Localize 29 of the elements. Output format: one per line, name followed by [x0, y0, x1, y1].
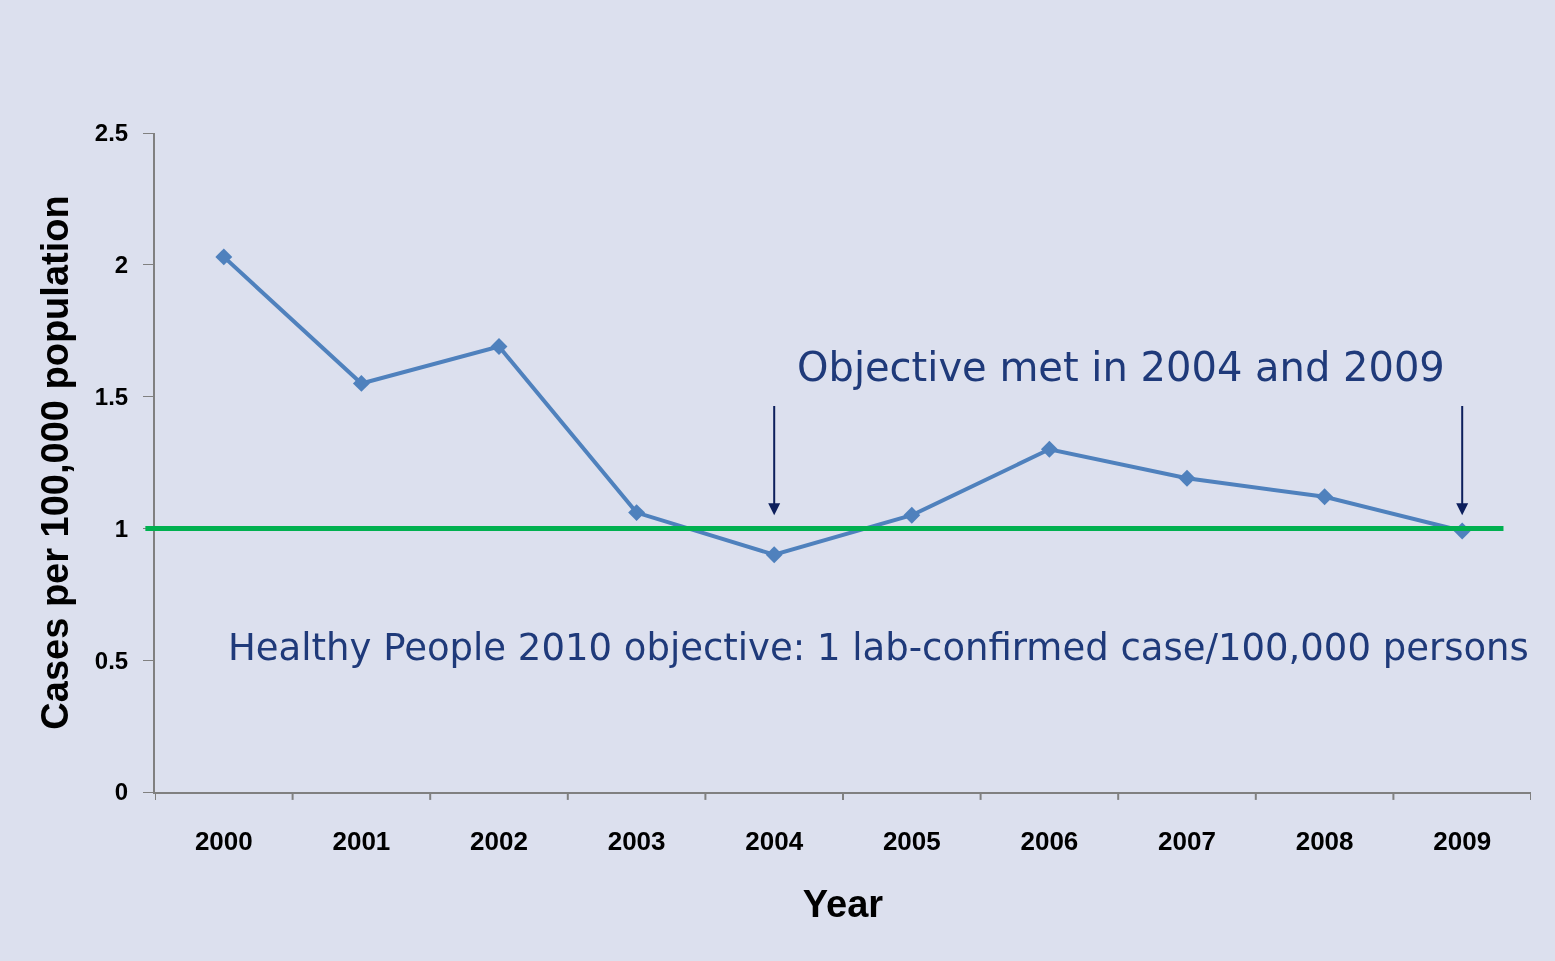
x-tick-label: 2000 — [194, 826, 253, 857]
y-tick-label: 1 — [114, 514, 129, 542]
x-tick-label: 2007 — [1158, 826, 1216, 857]
x-tick-label: 2001 — [332, 826, 391, 857]
annotation: Objective met in 2004 and 2009 — [797, 344, 1445, 390]
point — [903, 506, 921, 524]
point — [1316, 488, 1334, 506]
y-tick-label: 2.5 — [94, 119, 129, 147]
x-tick-label: 2003 — [607, 826, 666, 857]
point — [352, 374, 370, 392]
x-tick-label: 2009 — [1433, 826, 1492, 857]
x-tick-label: 2008 — [1295, 826, 1354, 857]
y-axis-title: Cases per 100,000 population — [34, 195, 76, 730]
y-tick-label: 2 — [114, 251, 129, 279]
x-tick-label: 2002 — [470, 826, 528, 857]
y-tick-label: 1.5 — [94, 383, 129, 410]
x-tick-label: 2005 — [882, 826, 941, 857]
point — [628, 504, 646, 522]
x-tick-label: 2006 — [1020, 826, 1079, 857]
point — [490, 338, 508, 355]
point — [1178, 469, 1196, 487]
point — [765, 546, 783, 564]
y-tick-label: 0.5 — [94, 646, 129, 674]
point — [215, 248, 233, 266]
point — [1040, 440, 1058, 458]
x-axis-title: Year — [802, 883, 884, 925]
y-tick-label: 0 — [114, 778, 129, 806]
ref-line-label: Healthy People 2010 objective: 1 lab-confirmed case/100,000 persons — [228, 626, 1529, 669]
x-tick-label: 2004 — [745, 826, 804, 857]
